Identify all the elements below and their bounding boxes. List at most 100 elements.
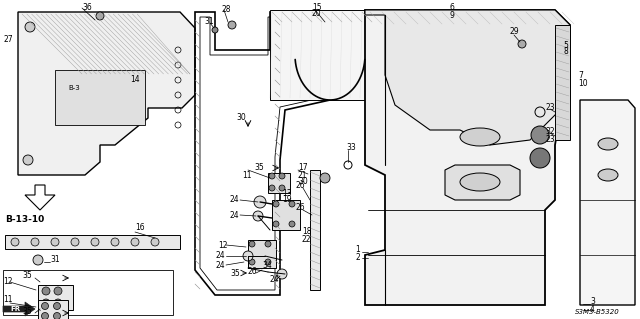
Circle shape <box>265 259 271 265</box>
Circle shape <box>320 173 330 183</box>
Text: 24: 24 <box>230 211 239 219</box>
Circle shape <box>243 251 253 261</box>
FancyBboxPatch shape <box>55 70 145 125</box>
Circle shape <box>42 299 50 307</box>
FancyBboxPatch shape <box>5 235 180 249</box>
Text: 35: 35 <box>254 164 264 173</box>
Text: 9: 9 <box>450 11 455 19</box>
Text: 18: 18 <box>302 227 312 236</box>
Text: S3M3-B5320: S3M3-B5320 <box>575 309 620 315</box>
Text: 27: 27 <box>3 35 13 44</box>
Text: 34: 34 <box>262 261 272 270</box>
Polygon shape <box>365 10 570 145</box>
Text: 24: 24 <box>270 276 280 285</box>
Text: 16: 16 <box>135 224 145 233</box>
Text: 7: 7 <box>578 70 583 79</box>
FancyBboxPatch shape <box>38 285 73 310</box>
FancyBboxPatch shape <box>272 200 300 230</box>
Text: 26: 26 <box>248 268 258 277</box>
Circle shape <box>54 302 61 309</box>
Text: 24: 24 <box>215 261 225 270</box>
Circle shape <box>253 211 263 221</box>
Text: 23: 23 <box>545 136 555 145</box>
Polygon shape <box>18 12 195 175</box>
Polygon shape <box>365 10 570 305</box>
Ellipse shape <box>460 128 500 146</box>
Circle shape <box>254 196 266 208</box>
Ellipse shape <box>598 138 618 150</box>
Text: .: . <box>38 306 40 312</box>
Circle shape <box>23 155 33 165</box>
Circle shape <box>91 238 99 246</box>
Text: 15: 15 <box>312 3 322 11</box>
Circle shape <box>279 173 285 179</box>
Circle shape <box>42 287 50 295</box>
FancyBboxPatch shape <box>268 173 290 193</box>
Circle shape <box>131 238 139 246</box>
Circle shape <box>249 241 255 247</box>
Text: 24: 24 <box>215 250 225 259</box>
Circle shape <box>228 21 236 29</box>
Circle shape <box>54 287 62 295</box>
Text: 13: 13 <box>282 189 292 197</box>
Circle shape <box>151 238 159 246</box>
Circle shape <box>265 241 271 247</box>
Text: 30: 30 <box>236 114 246 122</box>
Circle shape <box>277 269 287 279</box>
FancyBboxPatch shape <box>248 240 276 268</box>
Polygon shape <box>580 100 635 305</box>
Text: 10: 10 <box>578 78 588 87</box>
Circle shape <box>71 238 79 246</box>
Circle shape <box>111 238 119 246</box>
Circle shape <box>531 126 549 144</box>
Text: 1: 1 <box>355 246 360 255</box>
Text: 30: 30 <box>298 177 308 187</box>
Text: 35: 35 <box>22 308 32 316</box>
Text: 4: 4 <box>590 305 595 314</box>
Circle shape <box>51 238 59 246</box>
Text: 2: 2 <box>355 254 360 263</box>
Text: 31: 31 <box>204 18 214 26</box>
Circle shape <box>25 22 35 32</box>
Text: 19: 19 <box>282 196 292 204</box>
Circle shape <box>31 238 39 246</box>
Text: 26: 26 <box>295 204 305 212</box>
FancyBboxPatch shape <box>555 25 570 140</box>
Text: 29: 29 <box>510 27 520 36</box>
Circle shape <box>269 185 275 191</box>
Text: 22: 22 <box>302 235 312 244</box>
Text: 20: 20 <box>312 9 322 18</box>
Circle shape <box>212 27 218 33</box>
Text: 6: 6 <box>450 4 455 12</box>
FancyBboxPatch shape <box>310 170 320 290</box>
Circle shape <box>54 299 62 307</box>
FancyBboxPatch shape <box>38 300 68 319</box>
Text: 23: 23 <box>545 103 555 113</box>
Circle shape <box>518 40 526 48</box>
Circle shape <box>42 302 49 309</box>
Text: 26: 26 <box>295 181 305 189</box>
Circle shape <box>96 12 104 20</box>
Circle shape <box>279 185 285 191</box>
Polygon shape <box>25 185 55 210</box>
Text: B-3: B-3 <box>68 85 80 91</box>
Text: 32: 32 <box>545 128 555 137</box>
Ellipse shape <box>598 169 618 181</box>
Text: 24: 24 <box>230 196 239 204</box>
Circle shape <box>289 201 295 207</box>
Text: 28: 28 <box>222 4 232 13</box>
Text: 35: 35 <box>22 271 32 280</box>
Ellipse shape <box>460 173 500 191</box>
Circle shape <box>54 313 61 319</box>
Text: 31: 31 <box>50 256 60 264</box>
Text: 36: 36 <box>82 3 92 11</box>
Text: 33: 33 <box>346 144 356 152</box>
Text: B-13-10: B-13-10 <box>5 216 44 225</box>
Text: 11: 11 <box>3 295 13 305</box>
Text: 17: 17 <box>298 164 308 173</box>
FancyBboxPatch shape <box>270 10 370 100</box>
Circle shape <box>289 221 295 227</box>
Text: 12: 12 <box>3 278 13 286</box>
Circle shape <box>33 255 43 265</box>
Polygon shape <box>445 165 520 200</box>
